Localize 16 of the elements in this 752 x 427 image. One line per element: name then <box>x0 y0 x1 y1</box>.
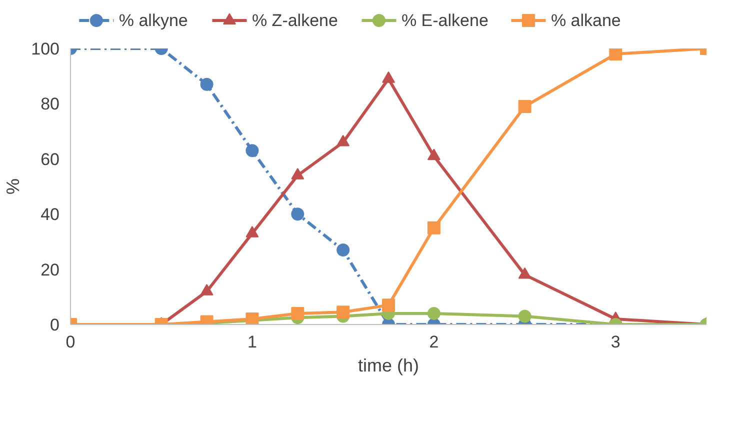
y-tick-label: 60 <box>40 150 60 169</box>
y-tick-label: 100 <box>31 40 60 58</box>
y-axis-title: % <box>3 178 24 194</box>
x-axis-title: time (h) <box>358 356 420 376</box>
y-tick-label: 20 <box>40 260 60 280</box>
legend-label: % alkyne <box>118 11 188 30</box>
legend-label: % E-alkene <box>401 11 488 30</box>
legend-label: % alkane <box>550 11 621 30</box>
y-tick-label: 80 <box>40 94 60 114</box>
x-tick-label: 3 <box>610 332 620 352</box>
x-tick-label: 2 <box>429 332 439 352</box>
y-tick-label: 40 <box>40 205 60 224</box>
x-tick-label: 0 <box>66 332 76 352</box>
x-tick-label: 1 <box>247 332 257 352</box>
y-tick-label: 0 <box>50 316 60 334</box>
legend-label: % Z-alkene <box>252 11 338 30</box>
